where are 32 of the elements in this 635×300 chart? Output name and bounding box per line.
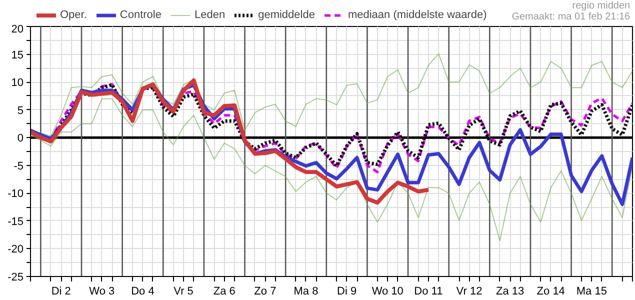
x-tick-label: Za 6 (213, 286, 236, 298)
x-tick-label: Ma 8 (294, 286, 318, 298)
x-tick-label: Vr 12 (456, 286, 482, 298)
legend-label: Controle (120, 9, 162, 21)
y-tick-label: -10 (8, 188, 24, 200)
x-tick-label: Zo 7 (254, 286, 276, 298)
y-tick-label: 10 (11, 77, 24, 90)
x-tick-label: Wo 10 (372, 286, 404, 298)
legend-label: Oper. (60, 9, 87, 21)
y-tick-label: -15 (8, 216, 24, 228)
y-tick-label: 20 (11, 24, 24, 36)
text: regio midden (572, 0, 630, 12)
x-tick-label: Za 13 (496, 286, 524, 298)
x-tick-label: Wo 3 (89, 286, 115, 298)
legend-label: mediaan (middelste waarde) (348, 9, 487, 21)
y-tick-label: 15 (11, 49, 24, 62)
x-tick-label: Do 11 (414, 286, 443, 298)
y-tick-label: -5 (14, 160, 24, 172)
x-tick-label: Do 4 (131, 286, 154, 298)
y-tick-label: 0 (17, 132, 24, 145)
x-tick-label: Zo 14 (536, 286, 565, 298)
y-tick-label: 5 (17, 104, 24, 117)
line-series (30, 78, 430, 205)
x-tick-label: Vr 5 (174, 286, 194, 298)
x-tick-label: Ma 15 (576, 286, 607, 298)
legend-label: gemiddelde (258, 9, 315, 21)
y-tick-label: -20 (8, 244, 24, 256)
legend-label: Leden (194, 9, 226, 21)
y-tick-label: -25 (8, 272, 24, 284)
x-tick-label: Di 9 (337, 286, 357, 298)
x-tick-label: Di 2 (51, 286, 71, 298)
text: Gemaakt: ma 01 feb 21:16 (512, 12, 631, 23)
